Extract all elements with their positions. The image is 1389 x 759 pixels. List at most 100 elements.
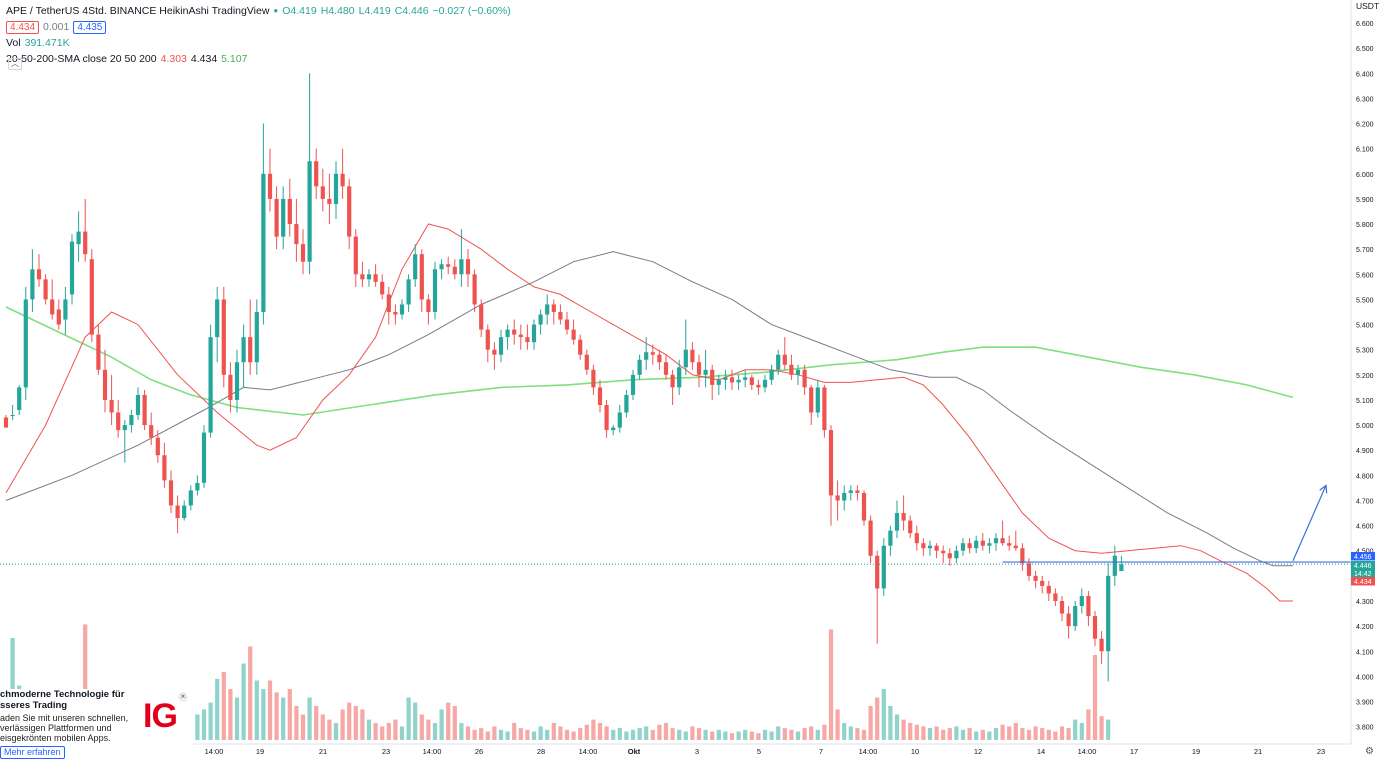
candle (1079, 588, 1084, 614)
candle (960, 538, 966, 556)
volume-bar (571, 731, 576, 740)
candle (571, 319, 576, 345)
volume-bar (380, 726, 385, 740)
time-tick-label: 23 (382, 747, 390, 756)
candle-body (195, 482, 200, 491)
candle (901, 495, 906, 531)
volume-label[interactable]: Vol (6, 37, 21, 49)
candle-body (762, 379, 768, 388)
candle (182, 500, 187, 521)
price-tick-label: 5.100 (1356, 398, 1374, 405)
volume-bar (459, 723, 464, 740)
candle (809, 384, 814, 426)
candle (604, 399, 609, 438)
candle (413, 244, 418, 287)
price-tick-label: 5.800 (1356, 222, 1374, 229)
candle-body (1020, 548, 1025, 564)
time-tick-label: 23 (1317, 747, 1325, 756)
candle (1086, 590, 1091, 627)
symbol-info[interactable]: APE / TetherUS 4Std. BINANCE HeikinAshi … (6, 5, 270, 17)
ad-learn-more-button[interactable]: Mehr erfahren (0, 746, 65, 759)
candle-body (406, 279, 411, 305)
candle (1000, 520, 1005, 546)
settings-gear-icon[interactable]: ⚙ (1365, 746, 1374, 757)
volume-bar (83, 624, 88, 740)
candle-body (789, 364, 794, 375)
candle (360, 261, 365, 287)
ad-headline: chmoderne Technologie für sseres Trading (0, 689, 125, 711)
candle-body (399, 304, 405, 315)
volume-bar (591, 719, 596, 740)
volume-bar (1007, 726, 1012, 740)
candle (83, 198, 88, 262)
candle-body (690, 349, 695, 363)
sell-button[interactable]: 4.434 (6, 20, 40, 34)
volume-legend-row: Vol 391.471K (6, 35, 511, 51)
volume-bar (347, 702, 352, 740)
volume-bar (479, 728, 484, 740)
volume-bar (611, 729, 616, 740)
candle-body (1026, 563, 1032, 576)
time-tick-label: Okt (628, 747, 641, 756)
candle (914, 525, 919, 551)
candle (617, 404, 622, 433)
time-axis[interactable]: 14:00 19 21 23 14:00 26 28 14:00 Okt 3 5 7 14:00 10 12… (0, 743, 1351, 756)
candle (175, 495, 180, 534)
candle-body (571, 329, 576, 340)
candle-body (23, 299, 28, 388)
candle-body (459, 259, 464, 275)
sma-label[interactable]: 20-50-200-SMA close 20 50 200 (6, 53, 157, 65)
candle-body (650, 352, 655, 355)
candle-body (663, 362, 669, 375)
candle (987, 538, 992, 554)
candle (10, 404, 15, 421)
candle (710, 364, 715, 400)
candle (452, 259, 457, 280)
candle (703, 349, 708, 388)
candle (611, 425, 616, 436)
volume-bar (1059, 726, 1065, 740)
candle-body (1106, 575, 1111, 652)
candle-body (89, 259, 94, 335)
price-axis[interactable]: USDT 6.600 6.500 6.400 6.300 6.200 6.100 6.000… (1350, 0, 1389, 759)
annotations[interactable] (0, 484, 1351, 565)
candle (149, 412, 154, 446)
candle (835, 480, 840, 521)
volume-bar (769, 731, 774, 740)
volume-bar (809, 726, 814, 740)
price-tag-background (1351, 577, 1375, 586)
candle (670, 369, 675, 405)
candle (366, 269, 372, 287)
candle (248, 299, 253, 375)
candle (564, 311, 570, 335)
volume-bar (538, 726, 543, 740)
candle (868, 515, 873, 564)
price-tick-label: 5.600 (1356, 272, 1374, 279)
buy-button[interactable]: 4.435 (73, 20, 107, 34)
volume-bar (413, 702, 418, 740)
candle-body (465, 259, 471, 275)
candle (294, 198, 299, 262)
candle (1020, 543, 1025, 571)
volume-bar (677, 729, 682, 740)
candle (50, 279, 55, 320)
plot-area[interactable] (0, 73, 1351, 740)
volume-bar (333, 723, 339, 740)
volume-bar (663, 723, 669, 740)
volume-bar (406, 697, 411, 740)
close-icon[interactable]: × (178, 692, 188, 702)
candle-body (802, 369, 807, 388)
time-tick-label: 12 (974, 747, 982, 756)
advertisement-banner[interactable]: chmoderne Technologie für sseres Trading… (0, 689, 193, 759)
candle-body (188, 490, 193, 506)
volume-bar (604, 726, 609, 740)
candle (465, 249, 471, 287)
candle (307, 73, 312, 275)
volume-bar (947, 728, 952, 740)
candlesticks[interactable] (3, 73, 1124, 682)
bid-ask-row: 4.434 0.001 4.435 (6, 19, 511, 35)
price-tick-label: 5.900 (1356, 197, 1374, 204)
chevron-up-icon[interactable]: ︿ (8, 58, 22, 70)
candle-body (696, 362, 702, 375)
